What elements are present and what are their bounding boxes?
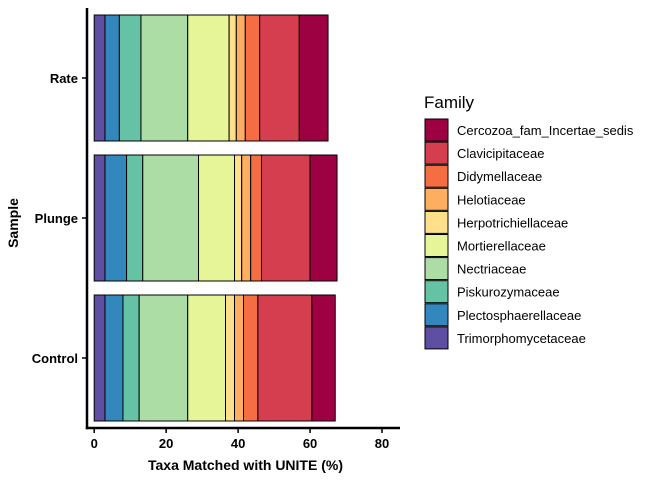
bar-segment-plunge-trimorphomycetaceae	[93, 154, 106, 282]
legend-label-nectriaceae: Nectriaceae	[457, 262, 526, 277]
legend-swatch-nectriaceae	[424, 257, 449, 281]
bar-segment-rate-nectriaceae	[140, 14, 189, 142]
legend-items: Cercozoa_fam_Incertae_sedis Clavicipitace…	[424, 118, 634, 350]
legend-swatch-mortierellaceae	[424, 234, 449, 257]
y-axis-title: Sample	[5, 198, 21, 248]
y-tick-label-plunge: Plunge	[35, 211, 78, 226]
legend-title: Family	[424, 93, 475, 112]
bar-segment-control-trimorphomycetaceae	[93, 294, 106, 422]
legend-label-mortierellaceae: Mortierellaceae	[457, 239, 546, 254]
bar-segment-control-nectriaceae	[138, 294, 189, 422]
x-tick-label: 0	[91, 436, 98, 451]
bar-segment-rate-didymellaceae	[244, 14, 261, 142]
bar-segment-rate-trimorphomycetaceae	[93, 14, 106, 142]
bar-segment-control-piskurozymaceae	[122, 294, 140, 422]
legend-swatch-trimorphomycetaceae	[424, 326, 449, 350]
bar-segment-plunge-mortierellaceae	[198, 154, 236, 282]
x-axis-title: Taxa Matched with UNITE (%)	[148, 457, 343, 473]
bar-segment-plunge-nectriaceae	[142, 154, 200, 282]
legend-swatch-cercozoa-fam-incertae-sedis	[424, 118, 449, 142]
legend-label-trimorphomycetaceae: Trimorphomycetaceae	[457, 331, 586, 346]
bar-segment-control-plectosphaerellaceae	[104, 294, 124, 422]
legend-label-piskurozymaceae: Piskurozymaceae	[457, 285, 560, 300]
bar-segment-control-clavicipitaceae	[257, 294, 313, 422]
x-axis-ticks: 0 20 40 60 80	[91, 428, 389, 451]
bar-segment-plunge-didymellaceae	[250, 154, 262, 282]
legend: Family Cercozoa_fam_Incertae_sedis Clavic…	[424, 93, 634, 350]
bar-segment-plunge-helotiaceae	[241, 154, 252, 282]
legend-label-herpotrichiellaceae: Herpotrichiellaceae	[457, 215, 568, 230]
legend-swatch-plectosphaerellaceae	[424, 303, 449, 327]
legend-label-helotiaceae: Helotiaceae	[457, 192, 526, 207]
bar-segment-control-didymellaceae	[243, 294, 259, 422]
x-tick-label: 80	[375, 436, 389, 451]
bar-segment-rate-helotiaceae	[235, 14, 246, 142]
legend-swatch-herpotrichiellaceae	[424, 210, 449, 234]
legend-label-cercozoa-fam-incertae-sedis: Cercozoa_fam_Incertae_sedis	[457, 123, 634, 138]
legend-label-plectosphaerellaceae: Plectosphaerellaceae	[457, 308, 581, 323]
bar-segment-plunge-plectosphaerellaceae	[104, 154, 128, 282]
x-tick-label: 40	[231, 436, 245, 451]
bar-segment-rate-mortierellaceae	[187, 14, 230, 142]
bar-segment-control-mortierellaceae	[187, 294, 227, 422]
legend-label-clavicipitaceae: Clavicipitaceae	[457, 146, 544, 161]
bar-segment-control-cercozoa-fam-incertae-sedis	[311, 294, 336, 422]
y-tick-label-rate: Rate	[50, 71, 78, 86]
bar-segment-rate-clavicipitaceae	[259, 14, 300, 142]
legend-swatch-piskurozymaceae	[424, 280, 449, 304]
y-axis-ticks: Control Plunge Rate	[32, 71, 87, 366]
legend-swatch-helotiaceae	[424, 187, 449, 211]
bar-segment-rate-piskurozymaceae	[118, 14, 142, 142]
bar-layer	[93, 14, 338, 422]
bar-segment-control-helotiaceae	[234, 294, 245, 422]
bar-segment-plunge-cercozoa-fam-incertae-sedis	[309, 154, 338, 282]
bar-segment-plunge-herpotrichiellaceae	[234, 154, 243, 282]
bar-segment-plunge-clavicipitaceae	[260, 154, 311, 282]
bar-segment-rate-plectosphaerellaceae	[104, 14, 120, 142]
bar-segment-control-herpotrichiellaceae	[225, 294, 236, 422]
legend-label-didymellaceae: Didymellaceae	[457, 169, 542, 184]
bar-segment-rate-herpotrichiellaceae	[228, 14, 237, 142]
y-tick-label-control: Control	[32, 351, 78, 366]
legend-swatch-didymellaceae	[424, 164, 449, 188]
bar-segment-rate-cercozoa-fam-incertae-sedis	[298, 14, 329, 142]
x-tick-label: 60	[303, 436, 317, 451]
x-tick-label: 20	[159, 436, 173, 451]
legend-swatch-clavicipitaceae	[424, 141, 449, 165]
bar-segment-plunge-piskurozymaceae	[126, 154, 144, 282]
